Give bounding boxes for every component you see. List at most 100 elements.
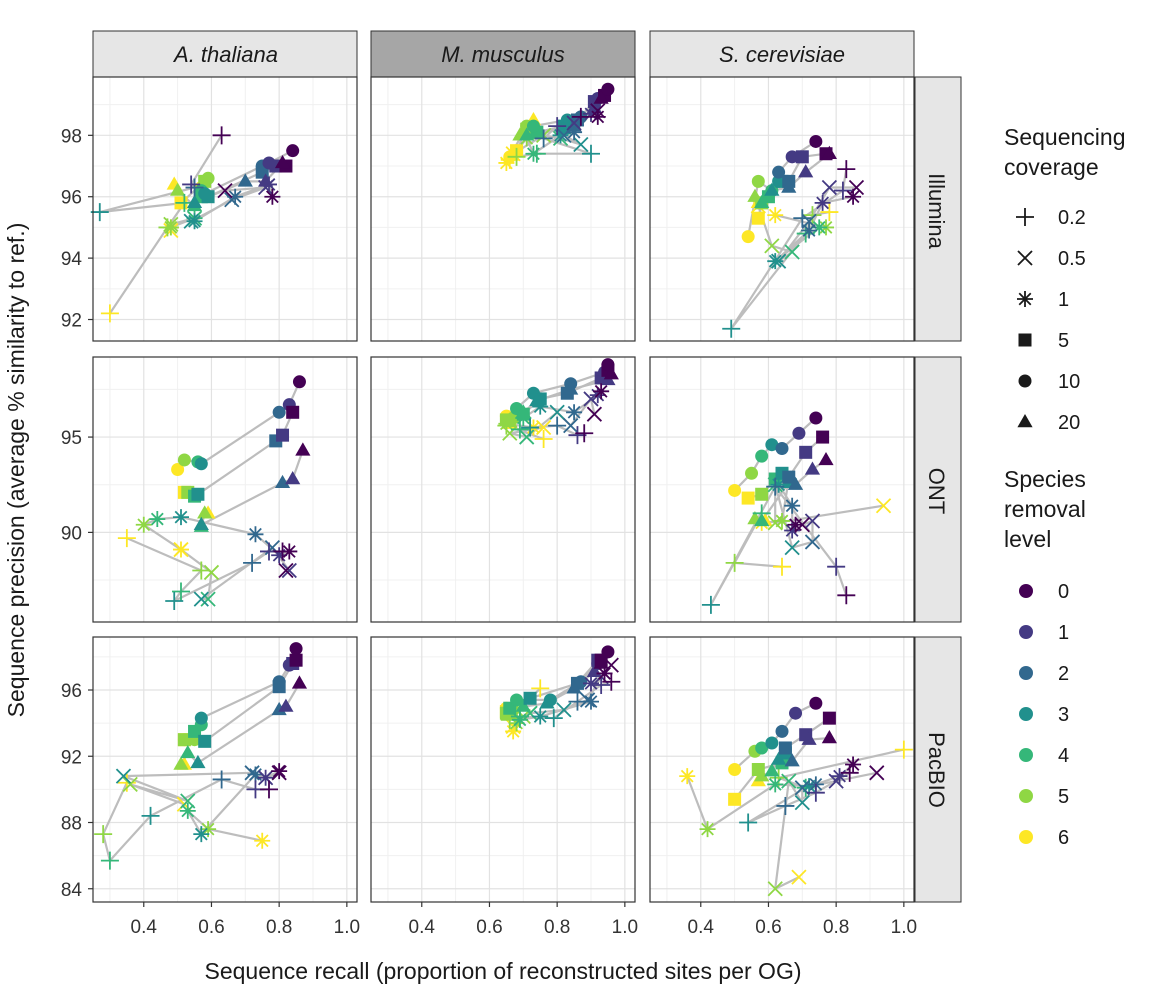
x-tick-label-c0-3: 1.0 bbox=[334, 917, 360, 938]
point-l1-cov0.5 bbox=[281, 562, 297, 579]
legend-shape-square-icon bbox=[1018, 333, 1032, 347]
point-l2-cov1 bbox=[247, 766, 264, 783]
panel-r0-c1 bbox=[370, 76, 636, 342]
panel-r2-c1: 0.4 0.6 0.8 1.0 bbox=[370, 636, 638, 938]
point-l3-cov20 bbox=[190, 754, 206, 769]
point-l2-cov0.2 bbox=[243, 553, 262, 572]
point-l2-cov0.5 bbox=[804, 534, 821, 550]
point-l4-cov20 bbox=[754, 194, 770, 209]
point-l5-cov5 bbox=[177, 733, 191, 747]
legend-color-swatch-3 bbox=[1019, 707, 1033, 721]
x-tick-label-c2-1: 0.6 bbox=[755, 917, 781, 938]
point-l6-cov10 bbox=[741, 230, 755, 244]
point-l2-cov20 bbox=[274, 474, 291, 489]
point-l3-cov0.2 bbox=[141, 806, 160, 825]
point-l5-cov0.5 bbox=[122, 776, 138, 793]
x-tick-label-c1-2: 0.8 bbox=[544, 917, 570, 938]
point-l5-cov20 bbox=[747, 188, 763, 202]
x-axis-title: Sequence recall (proportion of reconstru… bbox=[204, 958, 801, 984]
point-l2-cov1 bbox=[583, 693, 599, 710]
point-l3-cov1 bbox=[173, 509, 189, 526]
point-l0-cov1 bbox=[787, 516, 804, 533]
point-l3-cov1 bbox=[193, 826, 210, 843]
point-l2-cov0.2 bbox=[212, 770, 231, 789]
point-l4-cov0.2 bbox=[100, 851, 119, 870]
point-l0-cov0.2 bbox=[260, 780, 278, 799]
point-l6-cov5 bbox=[741, 491, 755, 505]
point-l5-cov0.2 bbox=[192, 561, 211, 580]
point-l1-cov1 bbox=[257, 769, 274, 786]
point-l2-cov1 bbox=[801, 222, 818, 239]
point-l0-cov20 bbox=[821, 730, 837, 744]
point-l0-cov10 bbox=[292, 375, 306, 389]
x-tick-label-c2-3: 1.0 bbox=[891, 917, 917, 938]
point-l0-cov10 bbox=[601, 645, 615, 659]
legend-coverage-label-0: 0.2 bbox=[1058, 207, 1086, 229]
point-l5-cov5 bbox=[755, 487, 769, 501]
point-l1-cov1 bbox=[583, 105, 599, 122]
point-l4-cov0.5 bbox=[781, 773, 797, 789]
legend-coverage-label-4: 10 bbox=[1058, 371, 1080, 393]
point-l5-cov20 bbox=[170, 182, 186, 196]
strip-col-0: A. thaliana bbox=[172, 42, 278, 67]
legend-removal-label-1: 1 bbox=[1058, 622, 1069, 644]
point-l0-cov0.5 bbox=[586, 406, 603, 422]
point-l4-cov1 bbox=[179, 802, 196, 819]
point-l0-cov0.2 bbox=[571, 107, 590, 126]
point-l3-cov0.2 bbox=[582, 144, 600, 163]
point-l3-cov1 bbox=[186, 213, 203, 230]
point-l2-cov1 bbox=[247, 526, 264, 543]
point-l6-cov5 bbox=[728, 792, 742, 806]
point-l6-cov10 bbox=[728, 483, 742, 497]
strip-col-bg-0 bbox=[92, 30, 358, 78]
point-l5-cov0.5 bbox=[764, 238, 780, 254]
point-l3-cov0.2 bbox=[739, 813, 758, 832]
strip-col-2: S. cerevisiae bbox=[719, 42, 845, 67]
point-l3-cov1 bbox=[552, 127, 569, 144]
point-l6-cov1 bbox=[173, 541, 189, 558]
x-tick-label-c0-2: 0.8 bbox=[266, 917, 292, 938]
point-l5-cov1 bbox=[162, 219, 179, 236]
point-l2-cov20 bbox=[563, 381, 579, 395]
x-tick-label-c0-1: 0.6 bbox=[198, 917, 224, 938]
point-l0-cov5 bbox=[816, 430, 830, 444]
point-l3-cov0.5 bbox=[784, 540, 800, 556]
point-l0-cov10 bbox=[601, 82, 615, 96]
legend-removal-label-2: 2 bbox=[1058, 663, 1069, 685]
point-l3-cov10 bbox=[194, 711, 208, 725]
point-l2-cov10 bbox=[775, 442, 789, 456]
point-l5-cov0.2 bbox=[94, 825, 113, 844]
legend-removal-title-line2: removal bbox=[1004, 496, 1086, 522]
point-l3-cov1 bbox=[532, 708, 549, 725]
point-l5-cov0.5 bbox=[203, 564, 220, 581]
point-l3-cov10 bbox=[765, 736, 779, 750]
point-l3-cov5 bbox=[191, 487, 205, 501]
point-l2-cov20 bbox=[784, 753, 800, 767]
point-l1-cov1 bbox=[583, 675, 599, 692]
point-l4-cov0.2 bbox=[510, 420, 529, 439]
point-l1-cov0.2 bbox=[592, 676, 611, 695]
strip-row-2: PacBIO bbox=[924, 732, 949, 808]
legend-removal-label-0: 0 bbox=[1058, 581, 1069, 603]
point-l3-cov10 bbox=[198, 187, 212, 201]
point-l0-cov10 bbox=[289, 642, 303, 656]
point-l0-cov5 bbox=[289, 653, 303, 667]
point-l0-cov1 bbox=[589, 108, 606, 125]
point-l1-cov0.2 bbox=[827, 557, 846, 576]
point-l5-cov0.2 bbox=[507, 147, 526, 166]
point-l2-cov0.2 bbox=[776, 796, 795, 815]
point-l0-cov10 bbox=[286, 144, 300, 158]
point-l1-cov10 bbox=[792, 426, 806, 440]
point-l1-cov10 bbox=[785, 150, 799, 164]
legend-shape-triangle-icon bbox=[1017, 414, 1033, 428]
panel-r2-c0: 0.4 0.6 0.8 1.0 84 88 92 96 bbox=[61, 636, 360, 938]
legend-removal-label-5: 5 bbox=[1058, 786, 1069, 808]
legend-removal-title-line1: Species bbox=[1004, 466, 1086, 492]
point-l2-cov1 bbox=[566, 124, 583, 141]
point-l1-cov5 bbox=[795, 150, 809, 164]
y-tick-label-r0-1: 94 bbox=[61, 249, 83, 270]
point-l1-cov5 bbox=[276, 428, 290, 442]
point-l0-cov5 bbox=[822, 711, 836, 725]
point-l2-cov0.2 bbox=[185, 178, 204, 197]
